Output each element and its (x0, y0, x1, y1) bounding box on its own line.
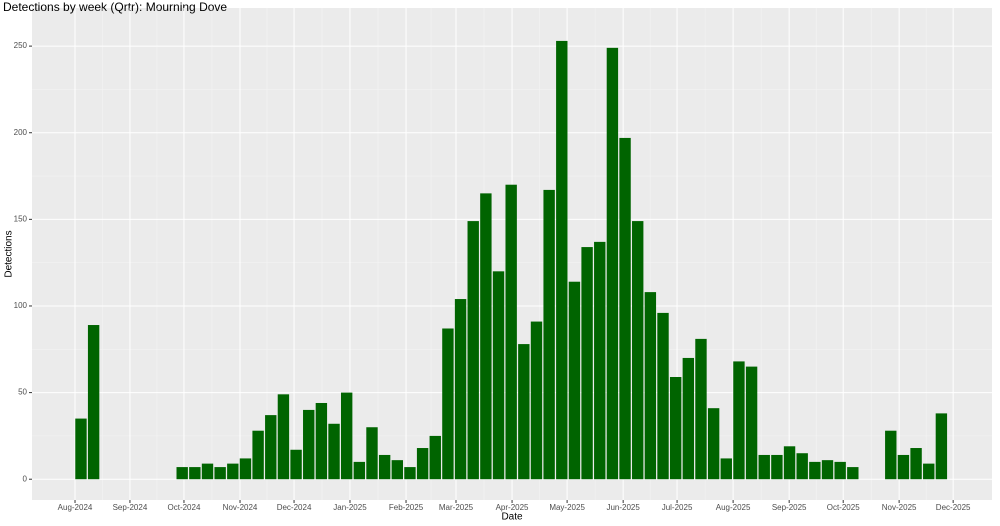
bar (340, 392, 353, 480)
bar (404, 467, 416, 480)
bar (543, 189, 555, 480)
bar (847, 467, 859, 480)
x-tick-label: Nov-2024 (223, 503, 258, 512)
bar (707, 408, 720, 480)
bar (87, 325, 100, 480)
x-tick-label: Feb-2025 (389, 503, 424, 512)
bar (733, 361, 745, 480)
bar (910, 448, 922, 480)
bar (594, 241, 606, 480)
bar (581, 247, 593, 480)
bar (265, 415, 277, 480)
y-tick-label: 200 (14, 128, 28, 137)
bar (644, 292, 657, 480)
x-tick-label: Dec-2025 (936, 503, 971, 512)
bar (328, 423, 340, 480)
bar (391, 460, 403, 480)
bar (695, 338, 707, 480)
x-tick-label: Jan-2025 (333, 503, 367, 512)
bar (720, 458, 732, 480)
bar (796, 453, 808, 480)
y-axis-label: Detections (4, 230, 15, 277)
bar (505, 184, 517, 480)
x-tick-label: Mar-2025 (439, 503, 474, 512)
x-tick-label: Sep-2025 (772, 503, 807, 512)
bar (556, 40, 568, 480)
bar (480, 193, 492, 480)
bar (745, 366, 758, 480)
bar (669, 377, 682, 480)
bar (619, 137, 631, 480)
y-tick-label: 100 (14, 301, 28, 310)
bar (530, 321, 543, 480)
x-tick-label: Apr-2025 (496, 503, 529, 512)
bar (201, 463, 214, 480)
x-tick-label: Jun-2025 (606, 503, 640, 512)
bar (821, 460, 834, 480)
bar (366, 427, 378, 480)
bar (442, 328, 454, 480)
x-tick-label: Aug-2025 (716, 503, 751, 512)
bar (189, 467, 201, 480)
y-tick-label: 150 (14, 214, 28, 223)
bar (454, 299, 467, 480)
bar (783, 446, 796, 480)
bar (429, 435, 441, 480)
y-tick-label: 0 (23, 474, 28, 483)
x-tick-label: Sep-2024 (113, 503, 148, 512)
bar (315, 402, 328, 480)
x-tick-label: Nov-2025 (882, 503, 917, 512)
bar (935, 413, 948, 480)
bar (834, 461, 846, 480)
bar (75, 418, 87, 480)
bar (467, 221, 479, 480)
bar (492, 271, 505, 480)
bar (290, 449, 302, 480)
bar (758, 454, 770, 480)
chart-title: Detections by week (Qrtr): Mourning Dove (3, 0, 227, 14)
bar (657, 312, 669, 480)
bar (416, 448, 429, 480)
x-tick-label: Dec-2024 (277, 503, 312, 512)
bar (227, 463, 239, 480)
x-tick-label: Oct-2024 (168, 503, 201, 512)
bar (239, 458, 252, 480)
bar (176, 467, 188, 480)
bar (771, 454, 783, 480)
bar (809, 461, 821, 480)
bar (303, 409, 315, 480)
bar (923, 463, 935, 480)
x-tick-label: Aug-2024 (58, 503, 93, 512)
bar (682, 357, 695, 480)
x-axis-label: Date (501, 512, 523, 523)
bar (632, 221, 644, 480)
bar (897, 454, 910, 480)
bar (885, 430, 897, 480)
bar (277, 394, 290, 480)
bar (518, 344, 530, 480)
x-tick-label: May-2025 (549, 503, 585, 512)
y-tick-label: 250 (14, 41, 28, 50)
y-tick-label: 50 (18, 388, 27, 397)
bar (378, 454, 391, 480)
bar (353, 461, 366, 480)
bar (252, 430, 264, 480)
bar (214, 467, 226, 480)
bar (568, 281, 581, 480)
x-tick-label: Oct-2025 (827, 503, 860, 512)
bar (606, 47, 619, 480)
x-tick-label: Jul-2025 (662, 503, 693, 512)
